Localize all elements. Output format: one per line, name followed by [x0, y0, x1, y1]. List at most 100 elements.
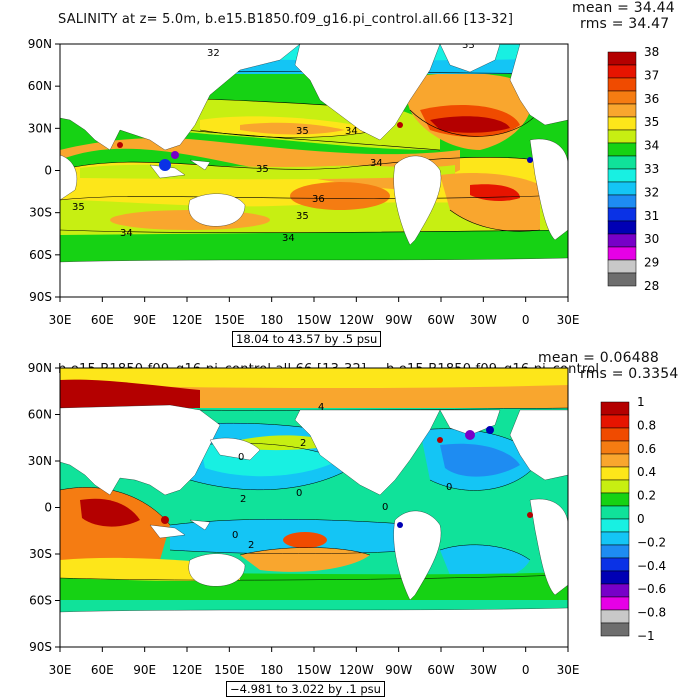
y-tick-label: 90S: [29, 640, 52, 654]
south-atlantic-fresh: [440, 544, 530, 580]
colorbar-swatch: [600, 622, 630, 637]
y-axis: 90N 60N 30N 0 30S 60S 90S: [28, 361, 60, 654]
colorbar-swatch: [600, 440, 630, 455]
indian-hotspot: [80, 498, 140, 527]
colorbar-swatch: [607, 168, 637, 183]
salinity-field: 32 33 34 35 35 34 36 35 35 34 34: [60, 44, 568, 297]
colorbar-swatch: [600, 427, 630, 442]
colorbar-swatch: [600, 570, 630, 585]
y-tick-label: 30S: [29, 206, 52, 220]
colorbar-label: −0.2: [637, 535, 666, 549]
colorbar-swatch: [607, 103, 637, 118]
x-axis: 30E 60E 90E 120E 150E 180 150W 120W 90W 60W 30W 0 30…: [49, 647, 580, 677]
map-title: SALINITY at z= 5.0m, b.e15.B1850.f09_g16…: [58, 12, 514, 27]
contour-labels: 32 33 34 35 35 34 36 35 35 34 34: [72, 44, 475, 244]
contour-label: 2: [248, 540, 254, 551]
y-tick-label: 60N: [28, 79, 52, 93]
coastal-details: [161, 426, 533, 528]
south-pacific-max: [283, 532, 327, 548]
contour-label: 0: [446, 482, 452, 493]
colorbar-swatch: [607, 155, 637, 170]
colorbar-label: 38: [644, 45, 659, 59]
colorbar: 38 37 36 35 34 33 32 31 30 29 28: [607, 45, 659, 293]
x-tick-label: 90W: [385, 313, 412, 327]
contour-label: 0: [238, 452, 244, 463]
contour-labels: 4 2 0 2 0 0 0 2 0: [232, 402, 452, 551]
rms-label: rms = 0.3354: [580, 366, 679, 382]
y-tick-label: 60S: [29, 248, 52, 262]
atlantic-core: [430, 116, 510, 133]
colorbar-swatch: [607, 233, 637, 248]
x-tick-label: 30E: [557, 313, 580, 327]
salinity-map-panel: SALINITY at z= 5.0m, b.e15.B1850.f09_g16…: [28, 0, 675, 347]
colorbar-swatch: [607, 51, 637, 66]
x-tick-label: 60W: [427, 663, 454, 677]
x-tick-label: 120W: [339, 663, 374, 677]
x-tick-label: 150W: [297, 663, 332, 677]
colorbar-swatch: [607, 90, 637, 105]
coastal-details: [117, 122, 533, 171]
y-tick-label: 30S: [29, 547, 52, 561]
south-atlantic: [440, 173, 540, 232]
contour-label: 34: [345, 126, 358, 137]
colorbar-label: 35: [644, 115, 659, 129]
colorbar-label: 36: [644, 92, 659, 106]
arctic-edge: [60, 368, 568, 389]
x-tick-label: 0: [522, 663, 530, 677]
x-tick-label: 30W: [470, 663, 497, 677]
x-tick-label: 120E: [172, 313, 203, 327]
north-pacific-core: [240, 122, 345, 135]
contour-label: 0: [232, 530, 238, 541]
colorbar-swatch: [600, 596, 630, 611]
colorbar-swatch: [607, 129, 637, 144]
colorbar-swatch: [607, 64, 637, 79]
y-tick-label: 30N: [28, 121, 52, 135]
x-tick-label: 150W: [297, 313, 332, 327]
arctic-hotspot: [60, 379, 200, 408]
contour-label: 2: [300, 438, 306, 449]
south-pacific-max: [290, 182, 390, 210]
rms-label: rms = 34.47: [580, 16, 670, 32]
x-tick-label: 180: [260, 663, 283, 677]
x-tick-label: 120W: [339, 313, 374, 327]
contour-label: 4: [318, 402, 324, 413]
colorbar-swatch: [600, 453, 630, 468]
colorbar-swatch: [600, 401, 630, 416]
x-tick-label: 30E: [557, 663, 580, 677]
colorbar-swatch: [600, 557, 630, 572]
salinity-map-svg: 32 33 34 35 35 34 36 35 35 34 34 30E 60E 9…: [28, 37, 660, 327]
colorbar-swatch: [607, 220, 637, 235]
colorbar-swatch: [607, 259, 637, 274]
y-tick-label: 90N: [28, 361, 52, 375]
colorbar-swatch: [607, 246, 637, 261]
difference-field: 4 2 0 2 0 0 0 2 0: [60, 368, 568, 647]
colorbar-swatch: [607, 142, 637, 157]
colorbar-swatch: [607, 207, 637, 222]
y-tick-label: 0: [44, 164, 52, 178]
colorbar-label: 0.8: [637, 418, 656, 432]
colorbar-swatch: [607, 181, 637, 196]
colorbar-swatch: [607, 272, 637, 287]
contour-label: 0: [382, 502, 388, 513]
north-atlantic-core: [440, 443, 520, 477]
contour-label: 35: [296, 126, 309, 137]
colorbar-swatch: [600, 583, 630, 598]
x-tick-label: 60W: [427, 313, 454, 327]
x-tick-label: 60E: [91, 663, 114, 677]
x-tick-label: 180: [260, 313, 283, 327]
y-axis: 90N 60N 30N 0 30S 60S 90S: [28, 37, 60, 304]
colorbar-swatch: [607, 194, 637, 209]
y-tick-label: 30N: [28, 454, 52, 468]
colorbar-label: −0.4: [637, 559, 666, 573]
contour-label: 34: [120, 228, 133, 239]
colorbar-swatch: [600, 544, 630, 559]
colorbar-swatch: [607, 116, 637, 131]
colorbar-label: 30: [644, 232, 659, 246]
x-tick-label: 60E: [91, 313, 114, 327]
colorbar-swatch: [600, 505, 630, 520]
y-tick-label: 60N: [28, 408, 52, 422]
y-tick-label: 90S: [29, 290, 52, 304]
x-tick-label: 30E: [49, 663, 72, 677]
difference-map-svg: 4 2 0 2 0 0 0 2 0 30E 60E 90E 120E 150E 180 15…: [28, 361, 666, 677]
colorbar-label: −1: [637, 629, 655, 643]
